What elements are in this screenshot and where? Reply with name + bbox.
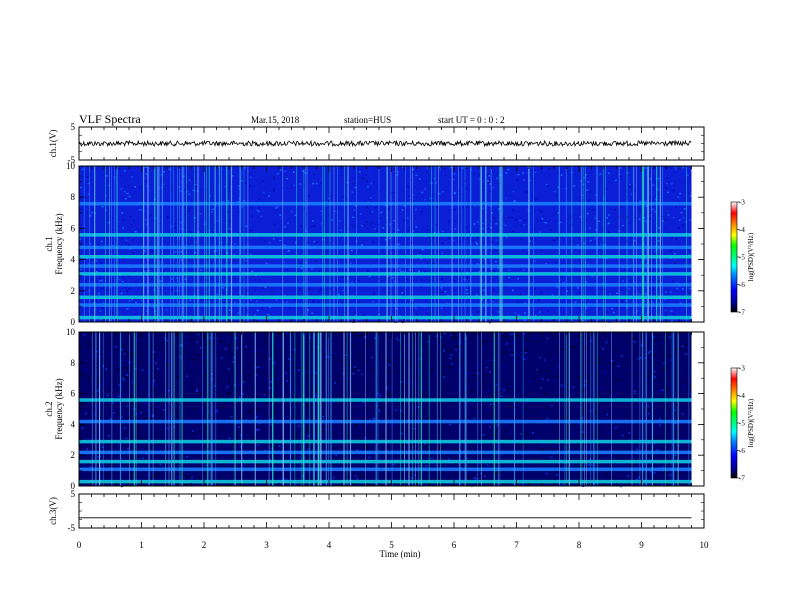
time-axis: 0 1 2 3 4 5 6 7 8 9 10 <box>77 540 709 550</box>
x-axis-label: Time (min) <box>380 549 421 559</box>
colorbar-tick-label: -6 <box>739 281 745 289</box>
colorbar-gradient <box>730 201 738 313</box>
frequency-band <box>79 295 692 300</box>
no-data-region <box>691 166 704 322</box>
date-label: Mar.15, 2018 <box>251 115 300 125</box>
y-tick-label: 10 <box>66 161 76 171</box>
frequency-band <box>79 303 692 307</box>
y-tick-label: 5 <box>71 122 76 132</box>
x-tick-label: 6 <box>452 540 457 550</box>
y-tick-label: -5 <box>68 155 76 165</box>
y-tick-label: -5 <box>68 523 76 533</box>
frequency-band <box>79 450 692 455</box>
ch1-waveform-line <box>78 139 692 148</box>
ch2-colorbar: -3 -4 -5 -6 -7 log(PSD)(V²/Hz) <box>730 365 755 483</box>
frequency-band <box>79 264 692 268</box>
colorbar-label: log(PSD)(V²/Hz) <box>747 398 755 447</box>
ch2-spectrogram-panel: 0 2 4 6 8 10 ch.2Frequency (kHz) <box>44 327 705 491</box>
y-axis-label: ch.3(V) <box>48 497 58 525</box>
colorbar-tick-label: -4 <box>739 226 745 234</box>
colorbar-gradient <box>730 367 738 479</box>
y-tick-label: 6 <box>71 223 76 233</box>
frequency-band <box>79 201 692 206</box>
frequency-band <box>79 283 692 287</box>
spectrogram-speckle <box>79 332 694 488</box>
x-tick-label: 3 <box>264 540 269 550</box>
ch1-colorbar: -3 -4 -5 -6 -7 log(PSD)(V²/Hz) <box>730 199 755 317</box>
y-tick-label: 10 <box>66 327 76 337</box>
colorbar-tick-label: -6 <box>739 447 745 455</box>
station-label: station=HUS <box>344 115 391 125</box>
y-tick-label: 2 <box>71 286 76 296</box>
frequency-band <box>79 419 692 424</box>
x-tick-label: 9 <box>639 540 644 550</box>
x-tick-label: 10 <box>700 540 710 550</box>
x-tick-label: 4 <box>327 540 332 550</box>
ch3-waveform-panel: 5 -5 ch.3(V) <box>48 489 705 533</box>
x-tick-label: 7 <box>514 540 519 550</box>
y-axis-label: ch.1Frequency (kHz) <box>44 213 64 274</box>
colorbar-tick-label: -5 <box>739 254 745 262</box>
y-tick-label: 2 <box>71 450 76 460</box>
ch1-waveform-panel: 5 -5 ch.1(V) <box>48 122 705 165</box>
y-tick-label: 8 <box>71 358 76 368</box>
colorbar-tick-label: -5 <box>739 420 745 428</box>
frequency-band <box>79 245 692 250</box>
colorbar-tick-label: -7 <box>739 475 745 483</box>
ch1-spectrogram-panel: 0 2 4 6 8 10 ch.1Frequency (kHz) <box>44 161 705 327</box>
frequency-band <box>79 272 692 276</box>
colorbar-tick-label: -3 <box>739 199 745 207</box>
start-ut-label: start UT = 0 : 0 : 2 <box>438 115 505 125</box>
colorbar-label: log(PSD)(V²/Hz) <box>747 232 755 281</box>
y-axis-label: ch.1(V) <box>48 130 58 158</box>
frequency-band <box>79 233 692 237</box>
x-tick-label: 5 <box>389 540 394 550</box>
y-tick-label: 0 <box>71 317 76 327</box>
frequency-band <box>79 467 692 472</box>
y-tick-label: 8 <box>71 192 76 202</box>
no-data-region <box>691 332 704 486</box>
y-tick-label: 4 <box>71 255 76 265</box>
frequency-band <box>79 315 692 320</box>
y-tick-label: 5 <box>71 489 76 499</box>
x-tick-label: 1 <box>139 540 144 550</box>
x-tick-label: 8 <box>577 540 582 550</box>
frequency-band <box>79 459 692 464</box>
figure-title: VLF Spectra <box>79 112 141 126</box>
colorbar-tick-label: -4 <box>739 392 745 400</box>
y-axis-label: ch.2Frequency (kHz) <box>44 378 64 439</box>
colorbar-tick-label: -7 <box>739 309 745 317</box>
x-tick-label: 2 <box>202 540 207 550</box>
frequency-band <box>79 479 692 484</box>
y-tick-label: 0 <box>71 481 76 491</box>
y-tick-label: 4 <box>71 419 76 429</box>
frequency-band <box>79 254 692 259</box>
x-tick-label: 0 <box>77 540 82 550</box>
frequency-band <box>79 398 692 402</box>
colorbar-tick-label: -3 <box>739 365 745 373</box>
y-tick-label: 6 <box>71 389 76 399</box>
frequency-band <box>79 439 692 444</box>
